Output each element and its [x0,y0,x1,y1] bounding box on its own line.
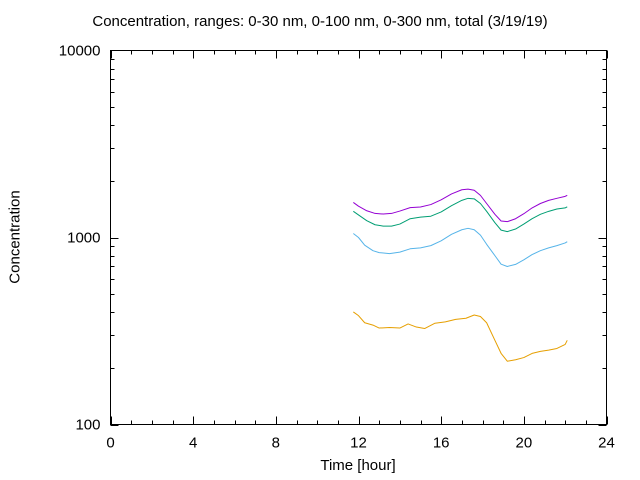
axis-ticks: 0 4 8 12 16 20 24 100 1000 10000 [59,43,615,452]
x-tick-label: 4 [189,435,197,452]
series-line-1 [353,311,568,362]
x-axis-label: Time [hour] [320,457,396,474]
chart-title: Concentration, ranges: 0-30 nm, 0-100 nm… [92,13,548,30]
series-line-2 [353,227,568,267]
series-line-3 [353,197,568,233]
y-tick-label: 10000 [59,43,101,60]
y-tick-label: 1000 [67,230,100,247]
x-tick-label: 12 [350,435,367,452]
x-tick-label: 0 [106,435,114,452]
x-tick-label: 16 [433,435,450,452]
x-tick-label: 24 [598,435,615,452]
x-tick-label: 20 [515,435,532,452]
plot-frame [110,50,607,425]
y-tick-label: 100 [75,417,100,434]
series-line-4 [353,188,568,223]
x-tick-label: 8 [272,435,280,452]
series-group [353,188,568,362]
